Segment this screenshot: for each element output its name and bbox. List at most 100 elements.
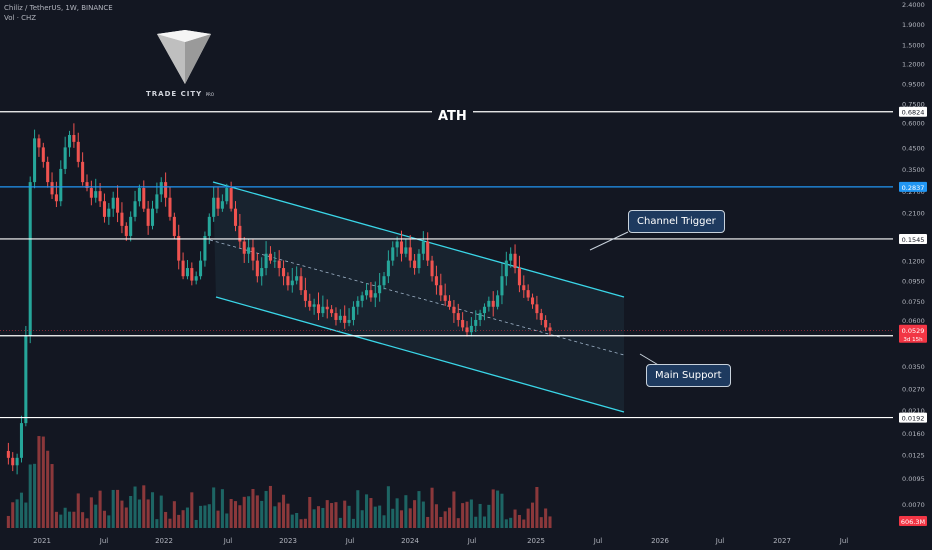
volume-bar (369, 498, 373, 528)
candle-body (277, 260, 281, 269)
x-tick-label: 2025 (527, 537, 545, 545)
volume-bar (343, 500, 347, 528)
x-tick-label: Jul (467, 537, 477, 545)
symbol-title[interactable]: Chiliz / TetherUS, 1W, BINANCE (4, 4, 113, 12)
volume-bar (76, 493, 80, 528)
volume-bar (216, 510, 220, 528)
candle-body (168, 197, 172, 217)
volume-bar (59, 514, 63, 528)
y-tick-label: 0.0950 (902, 278, 925, 286)
volume-bar (225, 513, 229, 528)
volume-bar (155, 519, 159, 528)
candle-body (137, 188, 141, 202)
volume-bar (373, 506, 377, 528)
candle-body (382, 276, 386, 286)
countdown-text: 3d 15h (903, 337, 923, 343)
volume-bar (413, 500, 417, 528)
candle-body (456, 313, 460, 320)
volume-bar (316, 506, 321, 528)
x-tick-label: 2022 (155, 537, 173, 545)
y-tick-label: 1.5000 (902, 41, 925, 49)
candle-body (46, 161, 50, 183)
volume-bar (334, 502, 338, 528)
level-tag-bg (899, 233, 927, 244)
candle-body (220, 201, 224, 209)
x-tick-label: Jul (223, 537, 233, 545)
candle-body (452, 306, 456, 314)
candle-body (496, 295, 500, 307)
x-tick-label: Jul (839, 537, 849, 545)
y-tick-label: 0.6000 (902, 120, 925, 128)
candle-body (286, 276, 290, 286)
candle-body (124, 225, 128, 236)
candle-body (299, 276, 303, 291)
candle-body (164, 182, 168, 198)
candle-body (225, 188, 229, 202)
y-tick-label: 0.7500 (902, 101, 925, 109)
volume-bar (142, 485, 146, 528)
candle-body (469, 325, 473, 333)
channel-trigger-callout[interactable]: Channel Trigger (628, 210, 725, 233)
y-tick-label: 0.0160 (902, 430, 925, 438)
volume-bar (360, 510, 364, 528)
volume-bar (330, 503, 334, 528)
y-tick-label: 0.1200 (902, 258, 925, 266)
volume-bar (282, 494, 286, 528)
candle-body (37, 138, 41, 148)
volume-bar (496, 490, 500, 528)
volume-bar (247, 496, 251, 528)
volume-bar (229, 498, 233, 528)
candle-body (273, 260, 277, 262)
candle-body (28, 182, 32, 336)
volume-bar (120, 500, 124, 528)
y-tick-label: 0.0070 (902, 501, 925, 509)
volume-bar (46, 450, 50, 528)
volume-label[interactable]: Vol · CHZ (4, 14, 37, 22)
volume-bar (303, 518, 307, 528)
candle-body (373, 293, 377, 298)
candle-body (360, 295, 364, 301)
candle-body (185, 268, 189, 277)
candle-body (199, 260, 203, 277)
volume-bar (522, 519, 526, 528)
volume-bar (386, 486, 390, 528)
candle-body (365, 290, 369, 296)
volume-bar (526, 508, 530, 528)
volume-bar (255, 495, 259, 528)
volume-bar (207, 504, 211, 528)
candle-body (316, 304, 321, 314)
volume-bar (33, 463, 37, 528)
volume-bar (85, 518, 89, 528)
time-axis[interactable]: 2021 Jul 2022 Jul 2023 Jul 2024 Jul 2025 Jul 2026 J… (33, 537, 848, 545)
y-tick-label: 0.0210 (902, 407, 925, 415)
candle-body (325, 306, 329, 310)
candle-body (351, 306, 355, 320)
volume-bar (268, 485, 272, 528)
volume-bar (15, 499, 19, 528)
candle-body (72, 135, 76, 142)
volume-bar (544, 508, 548, 528)
volume-bar (177, 514, 181, 528)
candle-body (439, 285, 443, 296)
candle-body (378, 285, 382, 294)
candle-body (474, 319, 478, 326)
candlesticks (6, 123, 552, 475)
candle-body (19, 423, 24, 458)
volume-bar (365, 494, 369, 528)
candle-body (98, 191, 102, 202)
candle-body (107, 208, 111, 217)
main-support-callout[interactable]: Main Support (646, 364, 731, 387)
volume-bar (19, 492, 24, 528)
volume-bar (417, 491, 421, 528)
volume-bar (378, 505, 382, 528)
candle-body (146, 208, 150, 226)
candle-body (242, 241, 246, 254)
volume-bar (94, 504, 98, 528)
candle-body (212, 197, 216, 217)
price-axis[interactable]: 2.4000 1.9000 1.5000 1.2000 0.9500 0.7500 0.60… (902, 1, 925, 509)
x-tick-label: Jul (345, 537, 355, 545)
candle-body (491, 300, 495, 307)
candle-body (194, 276, 198, 281)
